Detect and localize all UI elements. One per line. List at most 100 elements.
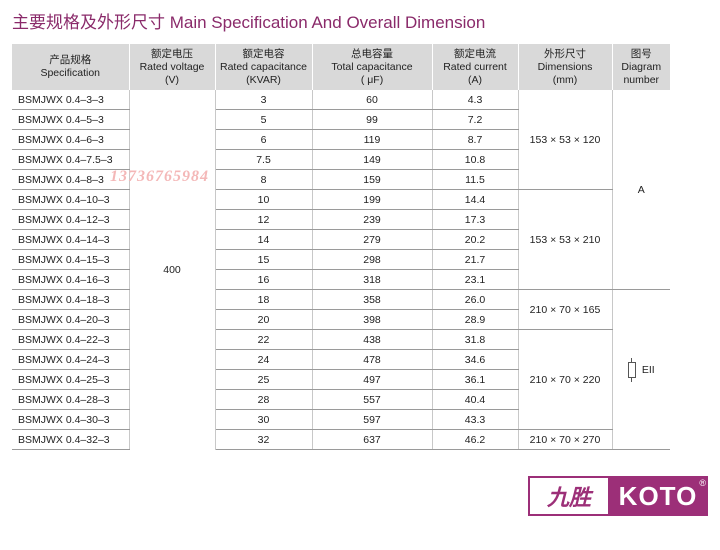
model-cell: BSMJWX 0.4–8–3 xyxy=(12,169,130,190)
model-cell: BSMJWX 0.4–18–3 xyxy=(12,289,130,310)
model-cell: BSMJWX 0.4–20–3 xyxy=(12,309,130,330)
amp-cell: 23.1 xyxy=(432,269,519,290)
uf-cell: 298 xyxy=(312,249,433,270)
model-cell: BSMJWX 0.4–10–3 xyxy=(12,189,130,210)
uf-cell: 557 xyxy=(312,389,433,410)
dimension-cell: 153 × 53 × 120 xyxy=(518,90,613,190)
amp-cell: 17.3 xyxy=(432,209,519,230)
table-row: BSMJWX 0.4–18–3 18 358 26.0 210 × 70 × 1… xyxy=(12,289,670,450)
header-current: 额定电流 Rated current (A) xyxy=(432,44,519,90)
uf-cell: 438 xyxy=(312,329,433,350)
registered-mark: ® xyxy=(699,478,706,488)
amp-cell: 11.5 xyxy=(432,169,519,190)
kvar-cell: 15 xyxy=(215,249,313,270)
amp-cell: 46.2 xyxy=(432,429,519,450)
table-row: BSMJWX 0.4–16–3 16 318 23.1 xyxy=(12,269,670,290)
table-row: BSMJWX 0.4–22–3 22 438 31.8 210 × 70 × 2… xyxy=(12,329,670,430)
header-capacity: 额定电容 Rated capacitance (KVAR) xyxy=(215,44,313,90)
table-header-row: 产品规格 Specification 额定电压 Rated voltage (V… xyxy=(12,44,670,90)
header-total-capacitance: 总电容量 Total capacitance ( μF) xyxy=(312,44,433,90)
model-cell: BSMJWX 0.4–15–3 xyxy=(12,249,130,270)
uf-cell: 199 xyxy=(312,189,433,210)
amp-cell: 10.8 xyxy=(432,149,519,170)
capacitor-diagram-icon xyxy=(627,357,636,382)
model-cell: BSMJWX 0.4–32–3 xyxy=(12,429,130,450)
table-row: BSMJWX 0.4–7.5–3 7.5 149 10.8 xyxy=(12,149,670,170)
amp-cell: 8.7 xyxy=(432,129,519,150)
uf-cell: 60 xyxy=(312,90,433,110)
header-voltage: 额定电压 Rated voltage (V) xyxy=(129,44,216,90)
phone-watermark: 13736765984 xyxy=(110,168,209,185)
kvar-cell: 16 xyxy=(215,269,313,290)
dimension-cell: 210 × 70 × 270 xyxy=(518,429,613,450)
table-row: BSMJWX 0.4–20–3 20 398 28.9 xyxy=(12,309,670,330)
diagram-cell: EII xyxy=(612,289,670,450)
amp-cell: 40.4 xyxy=(432,389,519,410)
uf-cell: 279 xyxy=(312,229,433,250)
logo-chinese-mark: 九胜 xyxy=(530,478,608,514)
kvar-cell: 10 xyxy=(215,189,313,210)
uf-cell: 398 xyxy=(312,309,433,330)
kvar-cell: 22 xyxy=(215,329,313,350)
uf-cell: 637 xyxy=(312,429,433,450)
model-cell: BSMJWX 0.4–25–3 xyxy=(12,369,130,390)
table-row: BSMJWX 0.4–24–3 24 478 34.6 xyxy=(12,349,670,370)
uf-cell: 119 xyxy=(312,129,433,150)
table-row: BSMJWX 0.4–15–3 15 298 21.7 xyxy=(12,249,670,270)
table-row: BSMJWX 0.4–14–3 14 279 20.2 xyxy=(12,229,670,250)
kvar-cell: 20 xyxy=(215,309,313,330)
table-row: BSMJWX 0.4–5–3 5 99 7.2 xyxy=(12,109,670,130)
kvar-cell: 8 xyxy=(215,169,313,190)
kvar-cell: 12 xyxy=(215,209,313,230)
amp-cell: 21.7 xyxy=(432,249,519,270)
header-dimensions: 外形尺寸 Dimensions (mm) xyxy=(518,44,613,90)
kvar-cell: 18 xyxy=(215,289,313,310)
table-row: BSMJWX 0.4–10–3 10 199 14.4 153 × 53 × 2… xyxy=(12,189,670,290)
table-row: BSMJWX 0.4–30–3 30 597 43.3 xyxy=(12,409,670,430)
uf-cell: 159 xyxy=(312,169,433,190)
kvar-cell: 7.5 xyxy=(215,149,313,170)
kvar-cell: 24 xyxy=(215,349,313,370)
amp-cell: 28.9 xyxy=(432,309,519,330)
dimension-cell: 210 × 70 × 220 xyxy=(518,329,613,430)
uf-cell: 478 xyxy=(312,349,433,370)
kvar-cell: 30 xyxy=(215,409,313,430)
kvar-cell: 14 xyxy=(215,229,313,250)
model-cell: BSMJWX 0.4–28–3 xyxy=(12,389,130,410)
model-cell: BSMJWX 0.4–5–3 xyxy=(12,109,130,130)
dimension-cell: 153 × 53 × 210 xyxy=(518,189,613,290)
dimension-cell: 210 × 70 × 165 xyxy=(518,289,613,330)
header-diagram: 图号 Diagram number xyxy=(612,44,670,90)
voltage-cell: 400 xyxy=(129,90,216,450)
amp-cell: 20.2 xyxy=(432,229,519,250)
kvar-cell: 3 xyxy=(215,90,313,110)
table-row: BSMJWX 0.4–6–3 6 119 8.7 xyxy=(12,129,670,150)
model-cell: BSMJWX 0.4–12–3 xyxy=(12,209,130,230)
spec-table: 产品规格 Specification 额定电压 Rated voltage (V… xyxy=(12,44,670,450)
model-cell: BSMJWX 0.4–14–3 xyxy=(12,229,130,250)
table-row: BSMJWX 0.4–25–3 25 497 36.1 xyxy=(12,369,670,390)
uf-cell: 358 xyxy=(312,289,433,310)
table-row: BSMJWX 0.4–28–3 28 557 40.4 xyxy=(12,389,670,410)
uf-cell: 318 xyxy=(312,269,433,290)
model-cell: BSMJWX 0.4–16–3 xyxy=(12,269,130,290)
model-cell: BSMJWX 0.4–7.5–3 xyxy=(12,149,130,170)
diagram-cell: A xyxy=(637,183,645,196)
uf-cell: 239 xyxy=(312,209,433,230)
model-cell: BSMJWX 0.4–22–3 xyxy=(12,329,130,350)
uf-cell: 149 xyxy=(312,149,433,170)
table-row: BSMJWX 0.4–3–3 400 3 60 4.3 153 × 53 × 1… xyxy=(12,90,670,450)
amp-cell: 36.1 xyxy=(432,369,519,390)
uf-cell: 497 xyxy=(312,369,433,390)
header-spec: 产品规格 Specification xyxy=(12,44,130,90)
amp-cell: 34.6 xyxy=(432,349,519,370)
uf-cell: 99 xyxy=(312,109,433,130)
uf-cell: 597 xyxy=(312,409,433,430)
table-row: BSMJWX 0.4–32–3 32 637 46.2 210 × 70 × 2… xyxy=(12,429,670,450)
model-cell: BSMJWX 0.4–3–3 xyxy=(12,90,130,110)
table-row: BSMJWX 0.4–8–3 8 159 11.5 xyxy=(12,169,670,190)
model-cell: BSMJWX 0.4–24–3 xyxy=(12,349,130,370)
model-cell: BSMJWX 0.4–6–3 xyxy=(12,129,130,150)
logo-wordmark: KOTO xyxy=(618,480,698,511)
kvar-cell: 5 xyxy=(215,109,313,130)
